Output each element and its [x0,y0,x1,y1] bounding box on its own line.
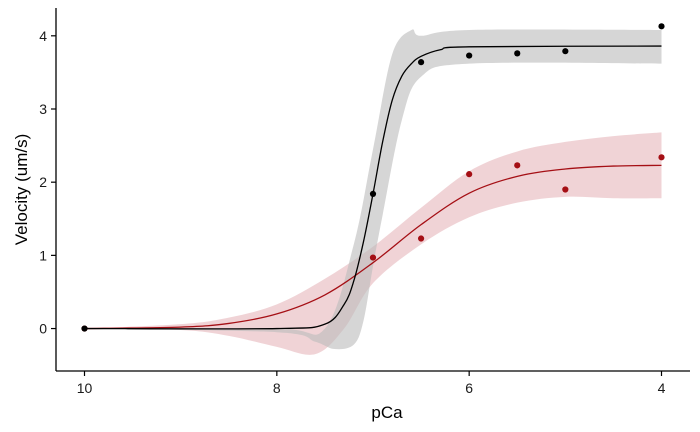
y-axis-ticks: 0 1 2 3 4 [39,28,56,337]
y-tick-label: 2 [39,174,47,190]
data-points [81,23,665,332]
data-point-series-1 [466,52,473,59]
data-point-series-1 [369,190,377,197]
y-tick-label: 3 [39,101,47,117]
axes [55,8,690,372]
y-tick-label: 4 [39,28,47,44]
data-point-series-1 [417,59,425,66]
data-point-series-1 [658,23,665,30]
data-point-series-2 [658,154,665,161]
x-tick-label: 6 [465,380,473,396]
confidence-band-series-2 [84,132,662,355]
x-axis-title: pCa [371,403,403,422]
data-point-series-2 [369,254,377,261]
data-point-series-2 [417,235,425,242]
data-point-series-2 [562,186,569,193]
data-point-series-1 [81,325,88,332]
x-tick-label: 8 [273,380,281,396]
fit-curves [84,45,662,330]
confidence-band-series-1 [84,29,662,350]
data-point-series-1 [514,50,521,57]
confidence-bands [84,29,662,355]
fit-curve-series-1 [84,45,662,330]
x-tick-label: 10 [77,380,93,396]
x-axis-ticks: 10 8 6 4 [77,371,666,396]
data-point-series-2 [466,171,473,178]
x-tick-label: 4 [658,380,666,396]
data-point-series-2 [514,162,521,169]
data-point-series-1 [562,48,569,55]
y-tick-label: 1 [39,247,47,263]
fit-curve-series-2 [84,164,662,330]
y-axis-title: Velocity (um/s) [12,134,31,245]
y-tick-label: 0 [39,321,47,337]
